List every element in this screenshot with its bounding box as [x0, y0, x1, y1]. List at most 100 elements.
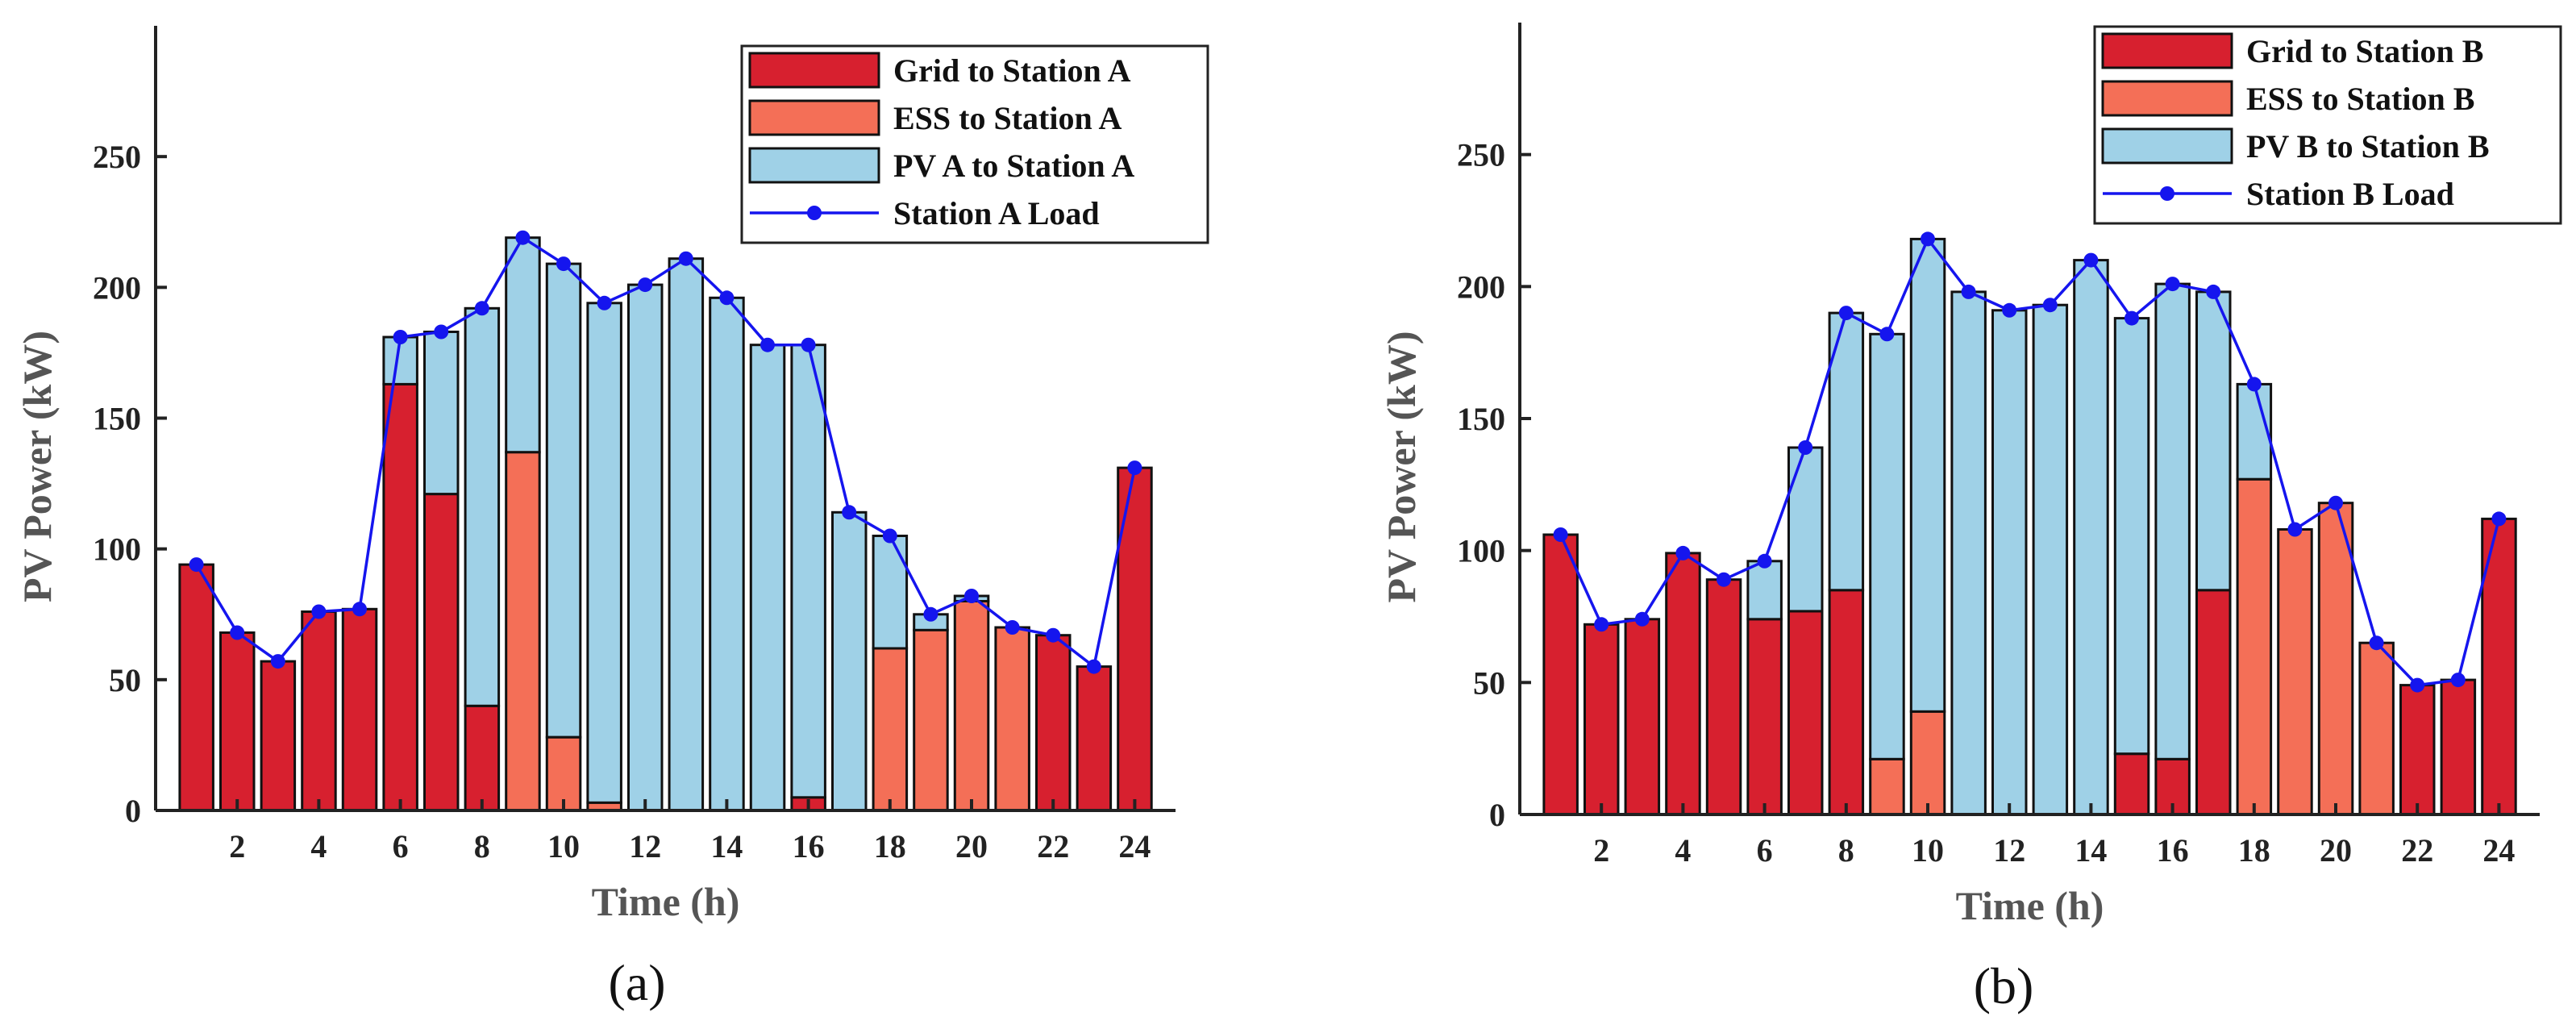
legend-swatch-pv [748, 147, 880, 184]
x-tick-label: 16 [793, 828, 825, 864]
bar-segment-grid-h3 [260, 660, 297, 812]
x-tick-label: 4 [1675, 832, 1691, 869]
load-point-h9 [1879, 327, 1895, 342]
load-point-h3 [270, 654, 285, 669]
bar-segment-grid-h7 [1787, 610, 1824, 816]
bar-segment-pv-h7 [423, 331, 460, 496]
bar-segment-ess-h21 [994, 626, 1030, 812]
load-line [1559, 235, 2501, 687]
bar-segment-pv-h12 [627, 283, 664, 812]
x-tick-label: 2 [229, 828, 245, 864]
load-point-h12 [2002, 302, 2017, 318]
x-tick-label: 18 [874, 828, 906, 864]
bar-segment-pv-h10 [545, 262, 582, 739]
legend-label-load: Station A Load [893, 195, 1100, 231]
x-tick-label: 8 [1838, 832, 1854, 869]
y-tick-label: 0 [1489, 797, 1505, 833]
y-tick-label: 200 [1457, 269, 1505, 305]
legend-label-ess: ESS to Station A [893, 100, 1122, 136]
bar-segment-pv-h17 [2195, 290, 2232, 592]
legend-swatch-marker [807, 206, 822, 220]
load-line-layer [189, 230, 1142, 674]
bar-segment-grid-h6 [1746, 618, 1783, 816]
x-tick-label: 22 [2401, 832, 2433, 869]
legend: Grid to Station B ESS to Station B PV B to… [2093, 25, 2562, 225]
bar-segment-grid-h2 [219, 631, 256, 812]
bar-segment-pv-h8 [1828, 311, 1865, 592]
bar-segment-grid-h4 [301, 610, 337, 812]
load-point-h14 [719, 290, 735, 306]
load-point-h21 [2369, 635, 2384, 651]
x-tick-label: 24 [1118, 828, 1151, 864]
y-tick-label: 150 [1457, 401, 1505, 437]
load-point-h1 [189, 557, 204, 573]
load-point-h19 [2287, 522, 2303, 537]
bar-segment-pv-h17 [831, 510, 868, 812]
y-tick-label: 250 [93, 139, 141, 175]
x-tick-label: 14 [710, 828, 743, 864]
load-point-h1 [1553, 527, 1568, 542]
bar-segment-pv-h13 [668, 257, 705, 812]
load-line [195, 235, 1137, 669]
load-point-h8 [474, 301, 489, 316]
bar-segment-ess-h18 [872, 647, 909, 812]
x-tick-label: 6 [1757, 832, 1773, 869]
load-point-h17 [2206, 284, 2221, 299]
bar-segment-grid-h1 [178, 563, 214, 812]
bar-segment-grid-h22 [1035, 634, 1072, 812]
x-tick-label: 22 [1037, 828, 1069, 864]
bar-segment-ess-h9 [1869, 757, 1905, 816]
legend-label-ess: ESS to Station B [2246, 81, 2474, 117]
bar-segment-pv-h13 [2032, 303, 2069, 816]
y-tick-label: 150 [93, 401, 141, 437]
load-point-h24 [1127, 460, 1142, 476]
load-point-h5 [1717, 572, 1731, 587]
y-tick-label: 250 [1457, 137, 1505, 173]
load-point-h23 [1086, 659, 1101, 674]
legend-label-pv: PV B to Station B [2246, 128, 2490, 165]
bar-segment-ess-h18 [2236, 477, 2273, 816]
y-axis-title: PV Power (kW) [1379, 331, 1424, 603]
load-point-h16 [2165, 277, 2180, 292]
x-tick-label: 18 [2238, 832, 2270, 869]
bar-segment-grid-h6 [382, 382, 418, 812]
bar-segment-pv-h15 [749, 344, 786, 812]
x-tick-label: 10 [1912, 832, 1944, 869]
load-point-h20 [964, 589, 979, 603]
bar-segment-grid-h17 [2195, 589, 2232, 816]
bar-segment-ess-h20 [2317, 502, 2354, 816]
load-point-h2 [230, 625, 245, 640]
bar-segment-pv-h18 [2236, 382, 2273, 481]
load-point-h7 [1798, 440, 1813, 455]
bar-segment-ess-h19 [913, 628, 949, 812]
bar-segment-pv-h8 [464, 306, 501, 707]
x-tick-label: 8 [474, 828, 490, 864]
legend-swatch-ess [2101, 80, 2233, 117]
bar-segment-grid-h2 [1583, 623, 1620, 816]
x-tick-label: 10 [547, 828, 580, 864]
bar-segment-pv-h14 [709, 296, 745, 812]
y-tick-label: 200 [93, 269, 141, 306]
load-point-h20 [2328, 495, 2343, 510]
load-point-h24 [2491, 511, 2507, 527]
bar-segment-grid-h23 [1076, 665, 1113, 812]
bar-segment-pv-h16 [2154, 282, 2191, 760]
load-point-h11 [597, 295, 612, 310]
load-point-h17 [842, 505, 857, 520]
legend-swatch-marker [2160, 186, 2174, 201]
load-point-h16 [801, 337, 816, 352]
bar-segment-pv-h14 [2073, 259, 2109, 816]
load-point-h21 [1005, 620, 1020, 635]
panel-caption: (a) [608, 954, 665, 1011]
bar-segment-pv-h10 [1909, 237, 1946, 713]
x-tick-label: 20 [2320, 832, 2352, 869]
load-point-h2 [1594, 617, 1609, 632]
legend-swatch-pv [2101, 127, 2233, 165]
x-tick-label: 2 [1593, 832, 1609, 869]
load-point-h10 [1921, 231, 1935, 247]
load-point-h18 [2246, 377, 2262, 392]
load-point-h18 [882, 528, 897, 544]
legend: Grid to Station A ESS to Station A PV A to… [740, 44, 1209, 244]
